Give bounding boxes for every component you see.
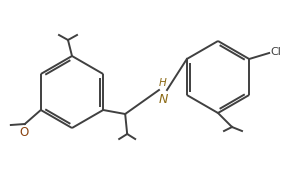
Text: H: H <box>159 78 167 88</box>
Text: Cl: Cl <box>270 47 281 57</box>
Text: O: O <box>19 126 29 139</box>
Text: N: N <box>158 93 168 106</box>
